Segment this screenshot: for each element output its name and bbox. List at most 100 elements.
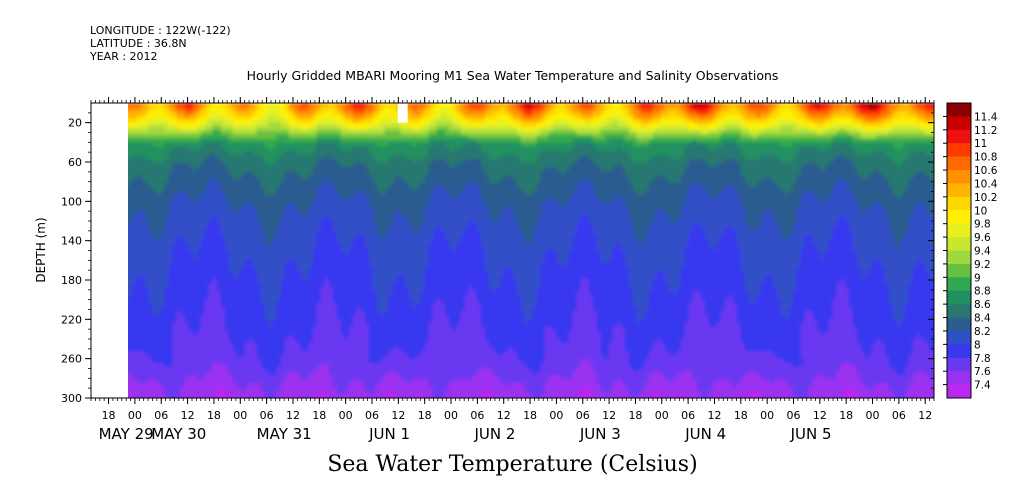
colorbar-label: 10 [974,205,987,217]
x-tick-label: 12 [286,409,300,422]
x-date-label: JUN 3 [579,425,621,443]
colorbar-swatch [947,183,971,198]
x-tick-label: 18 [418,409,432,422]
colorbar-swatch [947,384,971,399]
year-label: YEAR : 2012 [90,50,158,63]
colorbar-label: 10.4 [974,178,998,190]
colorbar: 11.4 11.211 10.810.610.4 10.210 9.89.6 9.49.2… [943,102,998,399]
x-tick-label: 18 [207,409,221,422]
colorbar-swatch [947,143,971,157]
colorbar-swatch [947,304,971,318]
x-tick-label: 00 [339,409,353,422]
x-tick-label: 00 [655,409,669,422]
colorbar-swatch [947,103,971,117]
x-date-label: MAY 31 [257,425,312,443]
colorbar-swatch [947,344,971,359]
x-tick-label: 00 [233,409,247,422]
colorbar-swatch [947,290,971,305]
x-tick-label: 06 [154,409,168,422]
colorbar-swatch [947,277,971,292]
colorbar-swatch [947,210,971,224]
y-tick-label: 60 [68,156,82,169]
x-tick-label: 00 [128,409,142,422]
colorbar-label: 10.2 [974,192,997,204]
x-date-label: JUN 5 [790,425,832,443]
x-tick-label: 06 [365,409,379,422]
x-tick-label: 06 [787,409,801,422]
colorbar-label: 10.8 [974,152,997,164]
colorbar-label: 7.6 [974,366,991,378]
x-tick-label: 12 [497,409,511,422]
x-tick-label: 12 [918,409,932,422]
y-tick-label: 100 [61,195,82,208]
y-tick-label: 220 [61,313,82,326]
x-tick-label: 06 [576,409,590,422]
x-date-label: MAY 29 [99,425,154,443]
colorbar-swatch [947,237,971,251]
x-tick-label: 18 [523,409,537,422]
colorbar-label: 9 [974,272,981,284]
colorbar-label: 7.8 [974,353,991,365]
x-tick-label: 18 [102,409,116,422]
x-tick-label: 12 [391,409,405,422]
x-tick-label: 00 [444,409,458,422]
colorbar-swatch [947,263,971,278]
x-date-label: JUN 2 [473,425,515,443]
x-date-label: MAY 30 [151,425,206,443]
colorbar-swatch [947,317,971,332]
colorbar-label: 8 [974,339,981,351]
colorbar-swatch [947,196,971,211]
colorbar-swatch [947,223,971,238]
colorbar-swatch [947,170,971,184]
colorbar-swatch [947,357,971,372]
x-tick-label: 12 [813,409,827,422]
x-tick-label: 12 [181,409,195,422]
y-tick-label: 140 [61,235,82,248]
y-tick-label: 300 [61,392,82,405]
colorbar-swatch [947,330,971,345]
colorbar-label: 9.6 [974,232,991,244]
colorbar-label: 10.6 [974,165,998,177]
variable-title: Sea Water Temperature (Celsius) [327,452,698,477]
x-tick-label: 12 [707,409,721,422]
x-tick-label: 06 [681,409,695,422]
x-tick-label: 18 [312,409,326,422]
colorbar-swatch [947,116,971,131]
colorbar-label: 11 [974,138,987,150]
colorbar-label: 9.4 [974,246,991,258]
colorbar-swatch [947,156,971,171]
y-tick-label: 260 [61,353,82,366]
x-tick-label: 18 [734,409,748,422]
colorbar-swatch [947,250,971,265]
missing-data-gap [397,103,408,123]
x-tick-label: 00 [549,409,563,422]
x-tick-label: 18 [839,409,853,422]
colorbar-label: 8.6 [974,299,991,311]
x-date-label: JUN 1 [368,425,410,443]
x-tick-label: 00 [866,409,880,422]
x-tick-label: 06 [260,409,274,422]
colorbar-label: 8.4 [974,313,991,325]
y-tick-label: 180 [61,274,82,287]
latitude-label: LATITUDE : 36.8N [90,37,187,50]
colorbar-swatch [947,129,971,144]
colorbar-label: 9.2 [974,259,991,271]
colorbar-label: 8.2 [974,326,991,338]
colorbar-label: 8.8 [974,286,991,298]
longitude-label: LONGITUDE : 122W(-122) [90,24,231,37]
x-tick-label: 12 [602,409,616,422]
y-tick-label: 20 [68,117,82,130]
chart-title: Hourly Gridded MBARI Mooring M1 Sea Wate… [246,68,779,83]
x-tick-label: 18 [628,409,642,422]
colorbar-label: 7.4 [974,380,991,392]
x-date-label: JUN 4 [684,425,726,443]
colorbar-label: 9.8 [974,219,991,231]
x-tick-label: 06 [892,409,906,422]
colorbar-label: 11.2 [974,125,997,137]
x-tick-label: 00 [760,409,774,422]
y-axis-label: DEPTH (m) [34,217,48,282]
colorbar-swatch [947,371,971,385]
colorbar-label: 11.4 [974,111,998,123]
temperature-field [128,103,934,398]
